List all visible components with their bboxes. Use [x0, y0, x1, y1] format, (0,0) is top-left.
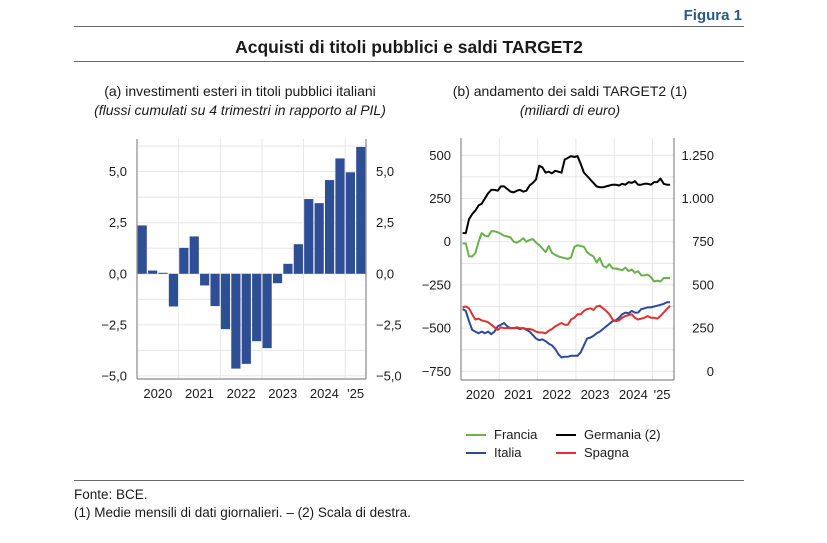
y-tick-label-right: 0	[707, 364, 714, 379]
x-tick-label: 2023	[581, 387, 610, 402]
x-tick-label: 2022	[227, 386, 256, 401]
footnotes: Fonte: BCE. (1) Medie mensili di dati gi…	[74, 486, 411, 522]
y-tick-label-left: −500	[422, 321, 451, 336]
x-tick-label: 2024	[310, 386, 339, 401]
legend-label-italia: Italia	[494, 445, 522, 460]
bar-2024Q2	[314, 203, 324, 274]
y-tick-label-left: 250	[429, 191, 451, 206]
series-line-germania	[462, 155, 671, 235]
x-tick-label: 2020	[143, 386, 172, 401]
chart-a-subtitle: (flussi cumulati su 4 trimestri in rappo…	[94, 102, 386, 118]
y-tick-label-right: 250	[692, 321, 714, 336]
chart-b-subtitle: (miliardi di euro)	[519, 102, 621, 118]
x-tick-label: 2023	[268, 386, 297, 401]
y-tick-label-left: 2,5	[109, 215, 127, 230]
bar-2021Q3	[200, 273, 210, 286]
x-tick-label: '25	[347, 386, 364, 401]
series-line-spagna	[462, 304, 671, 335]
y-tick-label-right: 750	[692, 234, 714, 249]
title-rule-bottom	[74, 61, 744, 62]
bar-2022Q2	[231, 273, 241, 369]
bar-2023Q4	[293, 244, 303, 274]
legend-swatch-spagna	[556, 451, 576, 454]
y-tick-label-right: 500	[692, 277, 714, 292]
legend-label-francia: Francia	[494, 427, 538, 442]
bar-2024Q4	[335, 158, 345, 274]
bar-2020Q4	[168, 273, 179, 307]
x-tick-label: 2021	[504, 387, 533, 402]
y-tick-label-left: 500	[429, 148, 451, 163]
chart-b-title: (b) andamento dei saldi TARGET2 (1)	[452, 83, 688, 99]
footnote-source: Fonte: BCE.	[74, 487, 148, 502]
bar-2021Q1	[179, 247, 189, 274]
legend-swatch-italia	[466, 451, 486, 454]
figure-label: Figura 1	[683, 7, 742, 24]
y-tick-label-right: 5,0	[376, 164, 394, 179]
bar-2023Q1	[262, 273, 272, 349]
y-tick-label-left: −750	[422, 364, 451, 379]
bar-2023Q3	[283, 263, 293, 274]
bar-2024Q3	[324, 180, 335, 274]
x-tick-label: '25	[654, 387, 671, 402]
legend-swatch-francia	[466, 433, 486, 436]
chart-a-heading: (a) investimenti esteri in titoli pubbli…	[60, 82, 420, 120]
bar-2020Q1	[137, 225, 147, 274]
bar-2022Q3	[241, 273, 251, 364]
y-tick-label-left: −2,5	[101, 317, 127, 332]
legend-label-spagna: Spagna	[584, 445, 629, 460]
x-tick-label: 2022	[542, 387, 571, 402]
x-tick-label: 2021	[185, 386, 214, 401]
y-tick-label-left: 0,0	[109, 266, 127, 281]
bar-2024Q1	[304, 199, 314, 274]
chart-b-heading: (b) andamento dei saldi TARGET2 (1) (mil…	[410, 82, 730, 120]
legend-item-germania: Germania (2)	[556, 427, 661, 442]
footnote-notes: (1) Medie mensili di dati giornalieri. –…	[74, 505, 411, 520]
x-tick-label: 2024	[619, 387, 648, 402]
x-tick-label: 2020	[466, 387, 495, 402]
y-tick-label-left: −250	[422, 277, 451, 292]
y-tick-label-right: −5,0	[376, 368, 402, 383]
bar-2021Q2	[189, 236, 199, 274]
bar-2022Q1	[220, 273, 231, 330]
y-tick-label-left: −5,0	[101, 368, 127, 383]
chart-a-title: (a) investimenti esteri in titoli pubbli…	[104, 83, 376, 99]
y-tick-label-right: 2,5	[376, 215, 394, 230]
bar-2022Q4	[252, 273, 262, 342]
y-tick-label-right: 1.250	[681, 148, 714, 163]
legend-swatch-germania	[556, 433, 576, 436]
footnote-rule	[74, 480, 744, 481]
bar-2025Q2	[356, 146, 366, 274]
series-line-francia	[462, 230, 671, 283]
bar-2023Q2	[272, 273, 283, 284]
y-tick-label-left: 5,0	[109, 164, 127, 179]
bar-2025Q1	[345, 172, 355, 274]
legend-item-italia: Italia	[466, 445, 521, 460]
legend-label-germania: Germania (2)	[584, 427, 661, 442]
bar-2020Q3	[158, 272, 168, 274]
legend-item-spagna: Spagna	[556, 445, 629, 460]
series-line-italia	[462, 301, 671, 359]
bar-2021Q4	[210, 273, 220, 307]
y-tick-label-right: 0,0	[376, 266, 394, 281]
legend-item-francia: Francia	[466, 427, 537, 442]
title-rule-top	[74, 26, 744, 27]
bar-2020Q2	[148, 270, 158, 274]
y-tick-label-right: −2,5	[376, 317, 402, 332]
y-tick-label-left: 0	[444, 234, 451, 249]
y-tick-label-right: 1.000	[681, 191, 714, 206]
figure-title: Acquisti di titoli pubblici e saldi TARG…	[235, 37, 583, 57]
